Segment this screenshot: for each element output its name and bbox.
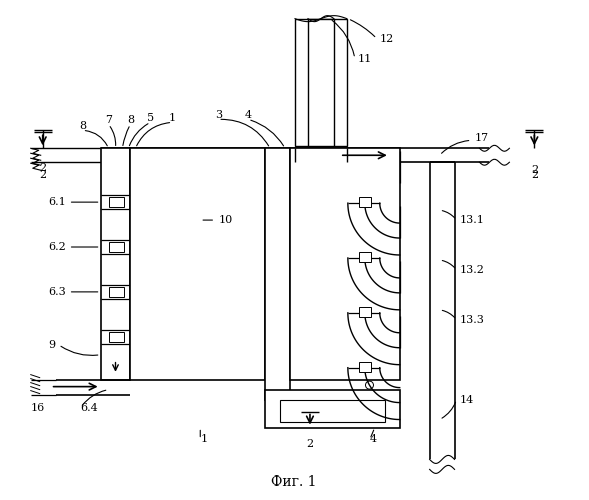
- Bar: [265, 148, 290, 400]
- Bar: [108, 287, 124, 297]
- Bar: [308, 18, 334, 146]
- Text: 17: 17: [475, 134, 489, 143]
- Bar: [359, 252, 371, 262]
- Text: 10: 10: [218, 215, 233, 225]
- Text: 14: 14: [459, 394, 474, 404]
- Text: 2: 2: [39, 163, 47, 173]
- Text: 5: 5: [147, 114, 154, 124]
- Text: 16: 16: [31, 402, 45, 412]
- Text: 2: 2: [39, 170, 47, 180]
- Text: 11: 11: [358, 54, 372, 64]
- Text: 6.4: 6.4: [81, 402, 98, 412]
- Text: 6.1: 6.1: [48, 197, 65, 207]
- Text: 4: 4: [370, 434, 377, 444]
- Text: 6.2: 6.2: [48, 242, 65, 252]
- Text: Фиг. 1: Фиг. 1: [272, 476, 317, 490]
- Text: 7: 7: [105, 116, 112, 126]
- Text: 4: 4: [244, 110, 252, 120]
- Text: 1: 1: [200, 434, 207, 444]
- Text: 9: 9: [48, 340, 56, 349]
- Bar: [108, 242, 124, 252]
- Bar: [295, 18, 347, 146]
- Bar: [108, 332, 124, 342]
- Bar: [359, 362, 371, 372]
- Bar: [130, 148, 265, 380]
- Text: 8: 8: [79, 122, 86, 132]
- Bar: [280, 400, 385, 421]
- Text: 6.3: 6.3: [48, 287, 65, 297]
- Bar: [101, 148, 130, 380]
- Text: 2: 2: [531, 165, 538, 175]
- Text: 8: 8: [127, 116, 134, 126]
- Bar: [108, 197, 124, 207]
- Text: 12: 12: [380, 34, 394, 43]
- Bar: [290, 148, 400, 380]
- Text: 2: 2: [531, 170, 538, 180]
- Text: 13.1: 13.1: [459, 215, 484, 225]
- Text: 3: 3: [214, 110, 222, 120]
- Bar: [359, 197, 371, 207]
- Bar: [265, 390, 400, 428]
- Text: 2: 2: [306, 440, 313, 450]
- Bar: [359, 307, 371, 317]
- Text: 13.3: 13.3: [459, 315, 484, 325]
- Text: 13.2: 13.2: [459, 265, 484, 275]
- Text: 1: 1: [169, 114, 176, 124]
